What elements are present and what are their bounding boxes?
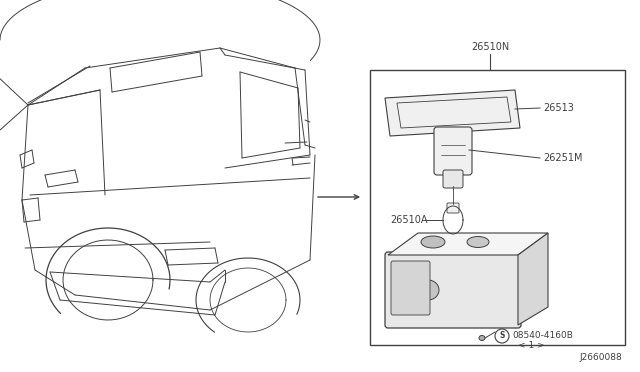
FancyBboxPatch shape	[385, 252, 521, 328]
Text: 08540-4160B: 08540-4160B	[512, 331, 573, 340]
Bar	[370, 70, 625, 345]
FancyBboxPatch shape	[434, 127, 472, 175]
Text: S: S	[499, 331, 505, 340]
FancyBboxPatch shape	[447, 203, 459, 213]
Polygon shape	[518, 233, 548, 325]
Text: < 1 >: < 1 >	[518, 341, 545, 350]
Polygon shape	[385, 90, 520, 136]
Polygon shape	[388, 233, 548, 255]
Text: 26510N: 26510N	[471, 42, 509, 52]
FancyBboxPatch shape	[391, 261, 430, 315]
Ellipse shape	[479, 336, 485, 340]
Ellipse shape	[417, 280, 439, 300]
Text: 26510A: 26510A	[390, 215, 428, 225]
Ellipse shape	[467, 237, 489, 247]
FancyBboxPatch shape	[443, 170, 463, 188]
Text: J2660088: J2660088	[579, 353, 622, 362]
Ellipse shape	[421, 236, 445, 248]
Text: 26251M: 26251M	[543, 153, 582, 163]
Text: 26513: 26513	[543, 103, 574, 113]
